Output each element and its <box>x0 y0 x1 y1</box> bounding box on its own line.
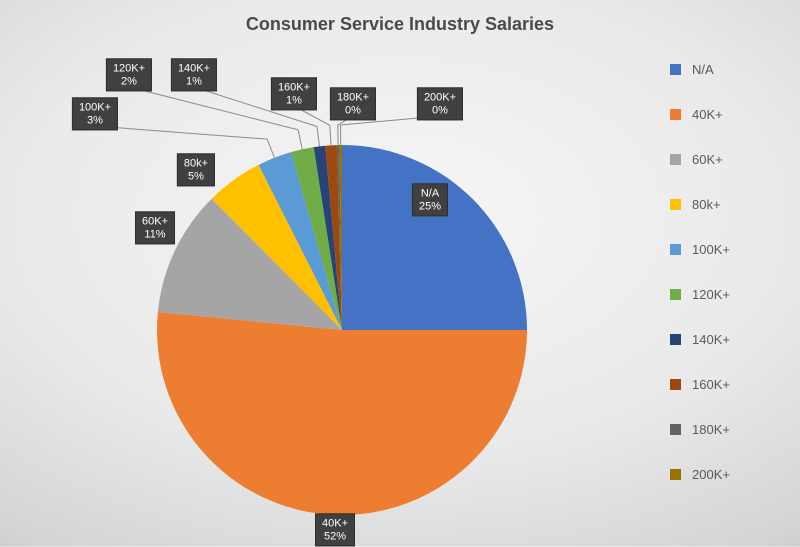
data-label-60k: 60K+11% <box>135 211 175 244</box>
legend-item-140k: 140K+ <box>670 332 780 347</box>
legend-swatch-40k <box>670 109 681 120</box>
legend-label: 140K+ <box>692 332 730 347</box>
data-label-name: 40K+ <box>322 517 348 529</box>
legend-item-120k: 120K+ <box>670 287 780 302</box>
legend-swatch-140k <box>670 334 681 345</box>
legend-label: N/A <box>692 62 714 77</box>
legend-item-80k: 80k+ <box>670 197 780 212</box>
pie-slice-na <box>342 145 527 330</box>
data-label-120k: 120K+2% <box>106 58 152 91</box>
legend-swatch-na <box>670 64 681 75</box>
data-label-name: 140K+ <box>178 62 210 74</box>
data-label-140k: 140K+1% <box>171 58 217 91</box>
data-label-name: 200K+ <box>424 91 456 103</box>
data-label-percent: 11% <box>144 228 165 240</box>
data-label-80k: 80k+5% <box>177 153 215 186</box>
legend-swatch-60k <box>670 154 681 165</box>
data-label-percent: 1% <box>186 75 202 87</box>
data-label-name: 60K+ <box>142 215 168 227</box>
data-label-200k: 200K+0% <box>417 87 463 120</box>
data-label-name: 100K+ <box>79 101 111 113</box>
data-label-percent: 25% <box>419 200 441 212</box>
data-label-name: 120K+ <box>113 62 145 74</box>
data-label-40k: 40K+52% <box>315 513 355 546</box>
legend-label: 200K+ <box>692 467 730 482</box>
pie-slice-40k <box>157 312 527 515</box>
legend-label: 60K+ <box>692 152 723 167</box>
legend-swatch-200k <box>670 469 681 480</box>
legend-swatch-180k <box>670 424 681 435</box>
data-label-160k: 160K+1% <box>271 77 317 110</box>
data-label-name: 80k+ <box>184 157 208 169</box>
legend-swatch-80k <box>670 199 681 210</box>
data-label-percent: 0% <box>345 104 361 116</box>
legend-swatch-120k <box>670 289 681 300</box>
data-label-percent: 52% <box>324 530 346 542</box>
legend-item-180k: 180K+ <box>670 422 780 437</box>
data-label-percent: 2% <box>121 75 137 87</box>
legend-item-40k: 40K+ <box>670 107 780 122</box>
data-label-percent: 5% <box>188 170 204 182</box>
legend: N/A 40K+ 60K+ 80k+ 100K+ 120K+ 140K+ 160K+ 180K+… <box>670 62 780 512</box>
data-label-180k: 180K+0% <box>330 87 376 120</box>
legend-item-200k: 200K+ <box>670 467 780 482</box>
data-label-percent: 1% <box>286 94 302 106</box>
legend-label: 40K+ <box>692 107 723 122</box>
data-label-na: N/A25% <box>412 183 448 216</box>
legend-item-na: N/A <box>670 62 780 77</box>
data-label-percent: 3% <box>87 114 103 126</box>
data-label-percent: 0% <box>432 104 448 116</box>
legend-label: 160K+ <box>692 377 730 392</box>
legend-label: 100K+ <box>692 242 730 257</box>
legend-swatch-160k <box>670 379 681 390</box>
legend-item-100k: 100K+ <box>670 242 780 257</box>
data-label-name: N/A <box>421 187 439 199</box>
data-label-name: 160K+ <box>278 81 310 93</box>
legend-label: 120K+ <box>692 287 730 302</box>
legend-item-60k: 60K+ <box>670 152 780 167</box>
data-label-100k: 100K+3% <box>72 97 118 130</box>
data-label-name: 180K+ <box>337 91 369 103</box>
legend-label: 180K+ <box>692 422 730 437</box>
legend-label: 80k+ <box>692 197 721 212</box>
legend-swatch-100k <box>670 244 681 255</box>
legend-item-160k: 160K+ <box>670 377 780 392</box>
